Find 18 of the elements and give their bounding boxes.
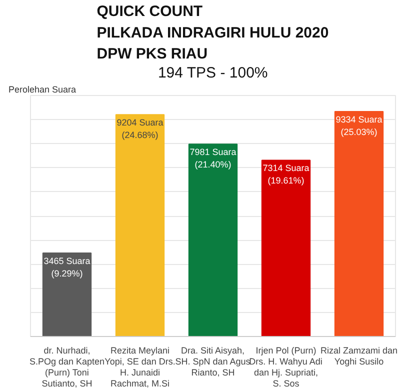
data-label: 9334 Suara (25.03%) (336, 114, 382, 138)
text: Perolehan Suara (8, 84, 76, 94)
x-tick-label: Rezita Meylani Yopi, SE dan Drs. H. Junaidi Rachmat, M.Si (104, 346, 176, 388)
x-tick-label: Dra. Siti Aisyah, SH. SpN dan Agus Rianto, SH (175, 346, 251, 378)
chart-title: QUICK COUNT PILKADA INDRAGIRI HULU 2020 DPW PKS RIAU (96, 3, 329, 62)
chart-subtitle: 194 TPS - 100% (158, 64, 268, 82)
bar (115, 114, 165, 336)
bar (261, 160, 311, 336)
bar (334, 111, 384, 336)
x-tick-label: Irjen Pol (Purn) Drs. H. Wahyu Adi dan Hj. Supriati, S. Sos (249, 346, 322, 388)
data-label: 3465 Suara (9.29%) (44, 256, 90, 278)
x-tick-label: Rizal Zamzami dan Yoghi Susilo (320, 346, 398, 366)
data-label: 7981 Suara (21.40%) (190, 147, 236, 170)
bar (42, 252, 92, 336)
x-tick-label: dr. Nurhadi, S.POg dan Kapten (Purn) Toni Sutianto, SH (29, 346, 105, 388)
data-label: 9204 Suara (24.68%) (116, 118, 164, 140)
data-label: 7314 Suara (19.61%) (262, 163, 310, 186)
bar (188, 144, 238, 336)
